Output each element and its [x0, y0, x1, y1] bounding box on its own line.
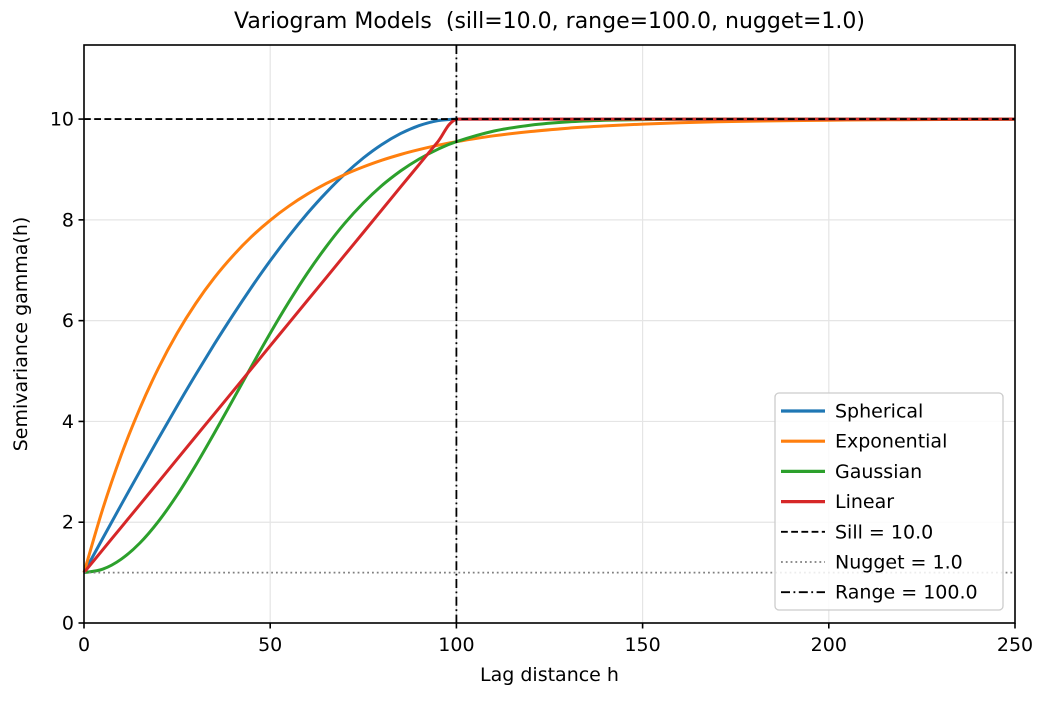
x-tick-label: 150	[624, 634, 660, 656]
legend-label: Spherical	[835, 401, 923, 423]
x-tick-label: 100	[438, 634, 474, 656]
y-tick-label: 8	[62, 209, 74, 231]
x-tick-label: 50	[258, 634, 282, 656]
legend-label: Range = 100.0	[835, 582, 978, 604]
x-tick-label: 250	[997, 634, 1033, 656]
y-tick-label: 0	[62, 613, 74, 635]
legend-label: Exponential	[835, 431, 947, 453]
legend-label: Gaussian	[835, 461, 922, 483]
x-tick-label: 200	[811, 634, 847, 656]
y-axis-label: Semivariance gamma(h)	[10, 216, 32, 452]
y-tick-label: 4	[62, 411, 74, 433]
x-tick-label: 0	[78, 634, 90, 656]
legend-label: Linear	[835, 491, 894, 513]
legend-label: Nugget = 1.0	[835, 552, 963, 574]
chart-title: Variogram Models (sill=10.0, range=100.0…	[234, 9, 865, 34]
y-tick-label: 2	[62, 512, 74, 534]
legend-label: Sill = 10.0	[835, 521, 933, 543]
y-tick-label: 10	[50, 109, 74, 131]
plot-border	[83, 44, 1016, 624]
x-axis-label: Lag distance h	[480, 664, 619, 686]
series-line-linear	[82, 117, 1015, 574]
legend-box	[774, 392, 1004, 611]
y-tick-label: 6	[62, 310, 74, 332]
legend: Spherical Exponential Gaussian Linear Sill =…	[774, 392, 1004, 611]
